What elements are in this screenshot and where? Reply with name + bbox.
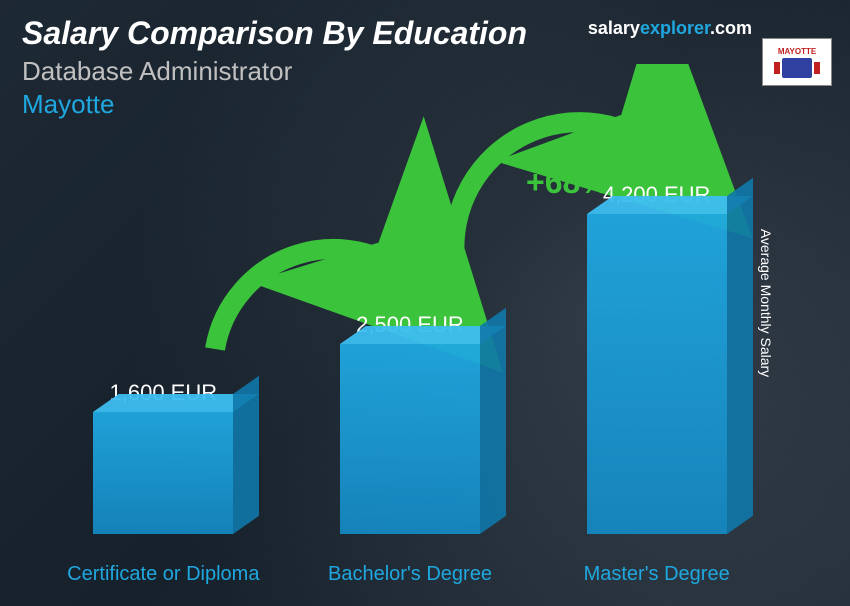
bar-front-3 — [587, 214, 727, 534]
bar-3 — [587, 214, 727, 534]
bar-group-1: 1,600 EUR — [63, 380, 263, 534]
chart-subtitle: Database Administrator — [22, 56, 828, 87]
bar-front-2 — [340, 344, 480, 534]
bar-front-1 — [93, 412, 233, 534]
category-label-3: Master's Degree — [557, 562, 757, 586]
category-label-2: Bachelor's Degree — [310, 562, 510, 586]
bar-group-2: 2,500 EUR — [310, 312, 510, 534]
bar-group-3: 4,200 EUR — [557, 182, 757, 534]
chart-location: Mayotte — [22, 89, 828, 120]
bar-2 — [340, 344, 480, 534]
bar-side-1 — [233, 376, 259, 534]
bars-container: 1,600 EUR 2,500 EUR 4,200 EUR — [40, 114, 780, 534]
bar-side-3 — [727, 178, 753, 534]
bar-side-2 — [480, 308, 506, 534]
category-labels: Certificate or Diploma Bachelor's Degree… — [40, 562, 780, 586]
chart-title: Salary Comparison By Education — [22, 15, 828, 52]
bar-chart: +57% +68% 1,600 EUR 2,500 EUR 4,200 EUR — [40, 66, 780, 586]
header: Salary Comparison By Education Database … — [22, 15, 828, 120]
category-label-1: Certificate or Diploma — [63, 562, 263, 586]
bar-1 — [93, 412, 233, 534]
